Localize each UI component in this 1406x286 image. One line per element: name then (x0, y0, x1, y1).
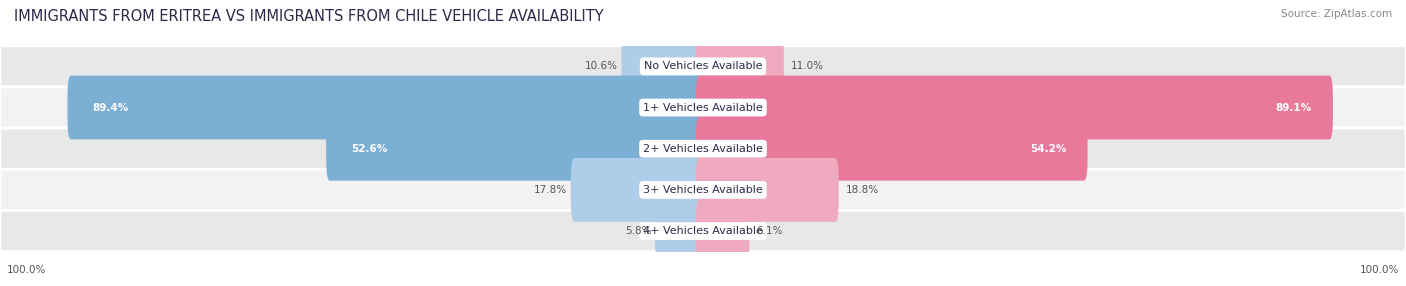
FancyBboxPatch shape (571, 158, 707, 222)
Text: 89.4%: 89.4% (91, 103, 128, 112)
FancyBboxPatch shape (0, 46, 1406, 87)
Text: Source: ZipAtlas.com: Source: ZipAtlas.com (1281, 9, 1392, 19)
Text: No Vehicles Available: No Vehicles Available (644, 61, 762, 71)
Text: 2+ Vehicles Available: 2+ Vehicles Available (643, 144, 763, 154)
FancyBboxPatch shape (696, 76, 1333, 140)
Text: 52.6%: 52.6% (352, 144, 387, 154)
Text: 17.8%: 17.8% (534, 185, 568, 195)
Text: 6.1%: 6.1% (756, 226, 783, 236)
FancyBboxPatch shape (0, 87, 1406, 128)
Text: 100.0%: 100.0% (7, 265, 46, 275)
Text: 4+ Vehicles Available: 4+ Vehicles Available (643, 226, 763, 236)
Text: 54.2%: 54.2% (1031, 144, 1067, 154)
FancyBboxPatch shape (696, 34, 785, 98)
FancyBboxPatch shape (655, 199, 707, 263)
Text: 18.8%: 18.8% (846, 185, 879, 195)
Text: 89.1%: 89.1% (1275, 103, 1312, 112)
FancyBboxPatch shape (67, 76, 707, 140)
FancyBboxPatch shape (621, 34, 707, 98)
Text: 100.0%: 100.0% (1360, 265, 1399, 275)
FancyBboxPatch shape (696, 158, 838, 222)
Text: 1+ Vehicles Available: 1+ Vehicles Available (643, 103, 763, 112)
Text: 3+ Vehicles Available: 3+ Vehicles Available (643, 185, 763, 195)
FancyBboxPatch shape (0, 128, 1406, 169)
FancyBboxPatch shape (696, 199, 749, 263)
Text: 10.6%: 10.6% (585, 61, 619, 71)
FancyBboxPatch shape (696, 117, 1088, 181)
FancyBboxPatch shape (0, 210, 1406, 252)
FancyBboxPatch shape (0, 169, 1406, 210)
FancyBboxPatch shape (326, 117, 707, 181)
Text: 11.0%: 11.0% (790, 61, 824, 71)
Text: IMMIGRANTS FROM ERITREA VS IMMIGRANTS FROM CHILE VEHICLE AVAILABILITY: IMMIGRANTS FROM ERITREA VS IMMIGRANTS FR… (14, 9, 603, 23)
Text: 5.8%: 5.8% (626, 226, 652, 236)
